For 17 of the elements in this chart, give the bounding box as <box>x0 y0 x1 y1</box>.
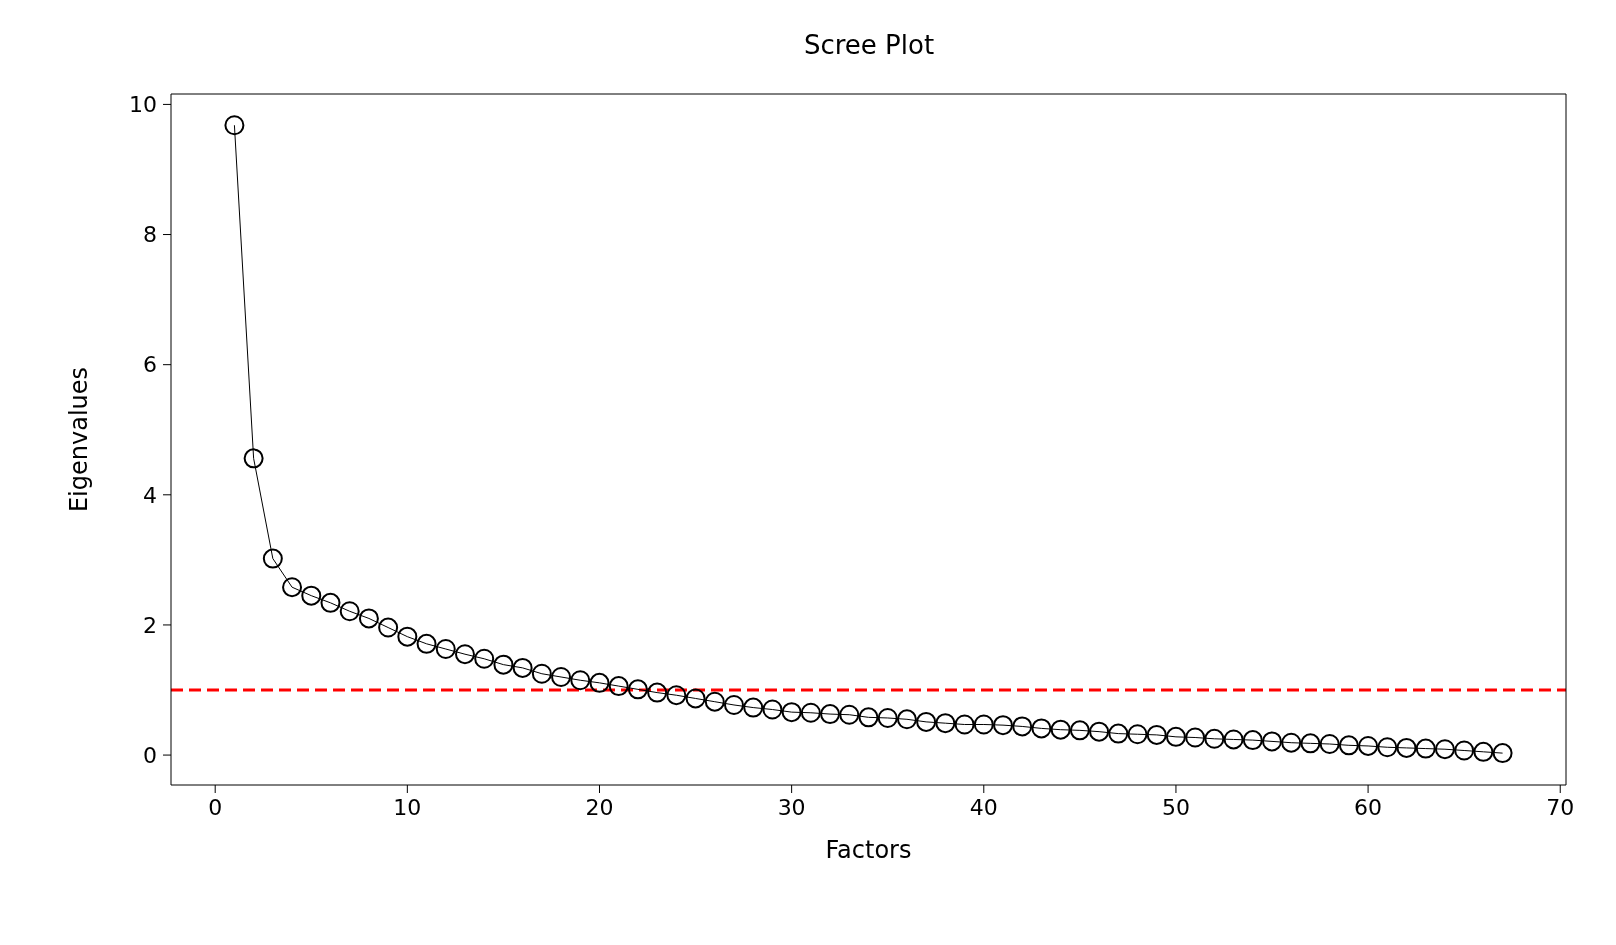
y-tick-label: 8 <box>143 222 157 248</box>
x-tick-label: 60 <box>1354 794 1383 820</box>
x-axis-title: Factors <box>825 836 912 864</box>
x-tick-label: 10 <box>393 794 422 820</box>
y-tick-label: 0 <box>143 742 157 768</box>
y-axis-title: Eigenvalues <box>64 366 93 513</box>
x-tick-label: 70 <box>1546 794 1575 820</box>
y-tick-label: 10 <box>129 92 157 118</box>
y-tick-label: 6 <box>143 352 157 378</box>
x-tick-label: 0 <box>208 794 223 820</box>
x-tick-label: 50 <box>1161 794 1190 820</box>
chart-title: Scree Plot <box>802 30 936 60</box>
y-tick-label: 4 <box>143 482 157 508</box>
y-tick-label: 2 <box>143 612 157 638</box>
x-tick-label: 40 <box>969 794 998 820</box>
x-tick-label: 30 <box>777 794 806 820</box>
x-tick-label: 20 <box>585 794 614 820</box>
